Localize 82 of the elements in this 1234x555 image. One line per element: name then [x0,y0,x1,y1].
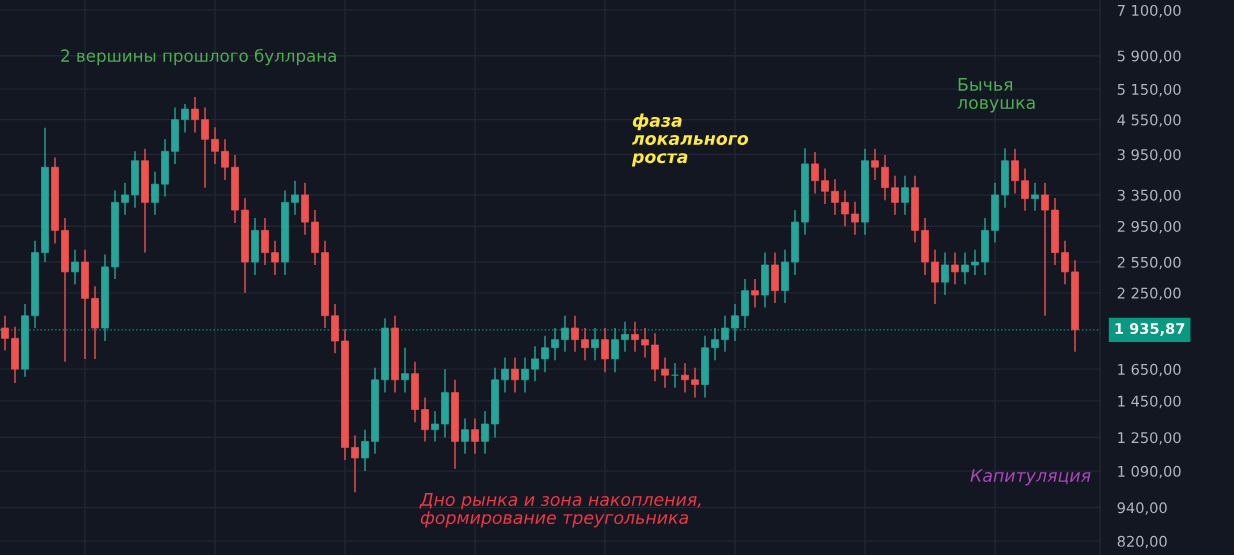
y-tick-label: 5 900,00 [1117,50,1181,63]
candlestick [291,179,299,216]
candlestick [261,217,269,266]
y-tick-label: 2 950,00 [1117,220,1181,234]
candlestick [531,345,539,383]
candlestick [581,327,589,362]
y-tick-label: 820,00 [1117,535,1167,549]
candlestick [551,327,559,362]
candlestick [901,175,909,216]
candlestick [201,106,209,189]
candlestick [221,138,229,181]
y-tick-label: 3 950,00 [1117,149,1181,162]
candlestick [891,175,899,216]
candlestick [661,356,669,389]
candlestick [841,189,849,227]
candlestick [181,103,189,134]
candlestick [361,428,369,472]
candlestick [71,249,79,285]
candlestick [941,251,949,296]
candlestick [851,200,859,236]
candlestick [871,148,879,181]
y-tick-label: 5 150,00 [1117,83,1181,97]
candlestick [821,167,829,205]
candlestick [351,434,359,493]
candlestick [641,327,649,359]
y-tick-label: 1 250,00 [1118,432,1181,445]
candlestick [591,327,599,362]
annotation: 2 вершины прошлого буллрана [61,48,336,66]
candlestick [681,362,689,394]
candlestick [621,321,629,353]
candlestick [1,315,9,352]
y-tick-label: 2 250,00 [1117,287,1181,301]
y-tick-label: 1 450,00 [1118,395,1181,409]
candlestick [1011,148,1019,195]
annotation: Капитуляция [970,469,1091,486]
candlestick [1061,240,1069,285]
y-tick-label: 7 100,00 [1117,4,1181,18]
candlestick [731,303,739,342]
candlestick [541,335,549,373]
candlestick [151,171,159,216]
y-tick-label: 1 650,00 [1118,363,1181,377]
candlestick [711,327,719,362]
candlestick [521,356,529,394]
candlestick [751,278,759,309]
candlestick [501,356,509,394]
candlestick [881,154,889,201]
candlestick [1021,167,1029,212]
candlestick [691,366,699,399]
ref-line-label: 1 935,87 [1115,323,1185,336]
candlestick [561,315,569,353]
candlestick [121,182,129,216]
candlestick [271,240,279,276]
candlestick [431,410,439,443]
candlestick [191,96,199,134]
y-tick-label: 2 550,00 [1117,256,1181,270]
candlestick [931,249,939,305]
y-tick-label: 4 550,00 [1117,114,1181,127]
candlestick [421,396,429,443]
candlestick [721,315,729,353]
candlestick [481,410,489,455]
candlestick [461,417,469,455]
annotation: Дно рынка и зона накопления, формирование треугольника [419,493,701,528]
y-tick-label: 940,00 [1117,502,1167,515]
candlestick [511,356,519,394]
candlestick [611,327,619,373]
candlestick [211,126,219,165]
candlestick [401,347,409,394]
candlestick [471,417,479,455]
candlestick [1031,182,1039,212]
y-tick-label: 1 090,00 [1118,465,1181,479]
candlestick [811,151,819,195]
candlestick [601,327,609,373]
candlestick [961,251,969,285]
candlestick [1041,182,1049,317]
y-tick-label: 3 350,00 [1117,189,1181,203]
annotation: Бычья ловушка [957,78,1035,113]
candlestick [631,321,639,353]
candlestick [951,251,959,285]
annotation: фаза локального роста [631,113,749,167]
candlestick [831,178,839,216]
candlestick [571,315,579,353]
candlestick [971,249,979,276]
